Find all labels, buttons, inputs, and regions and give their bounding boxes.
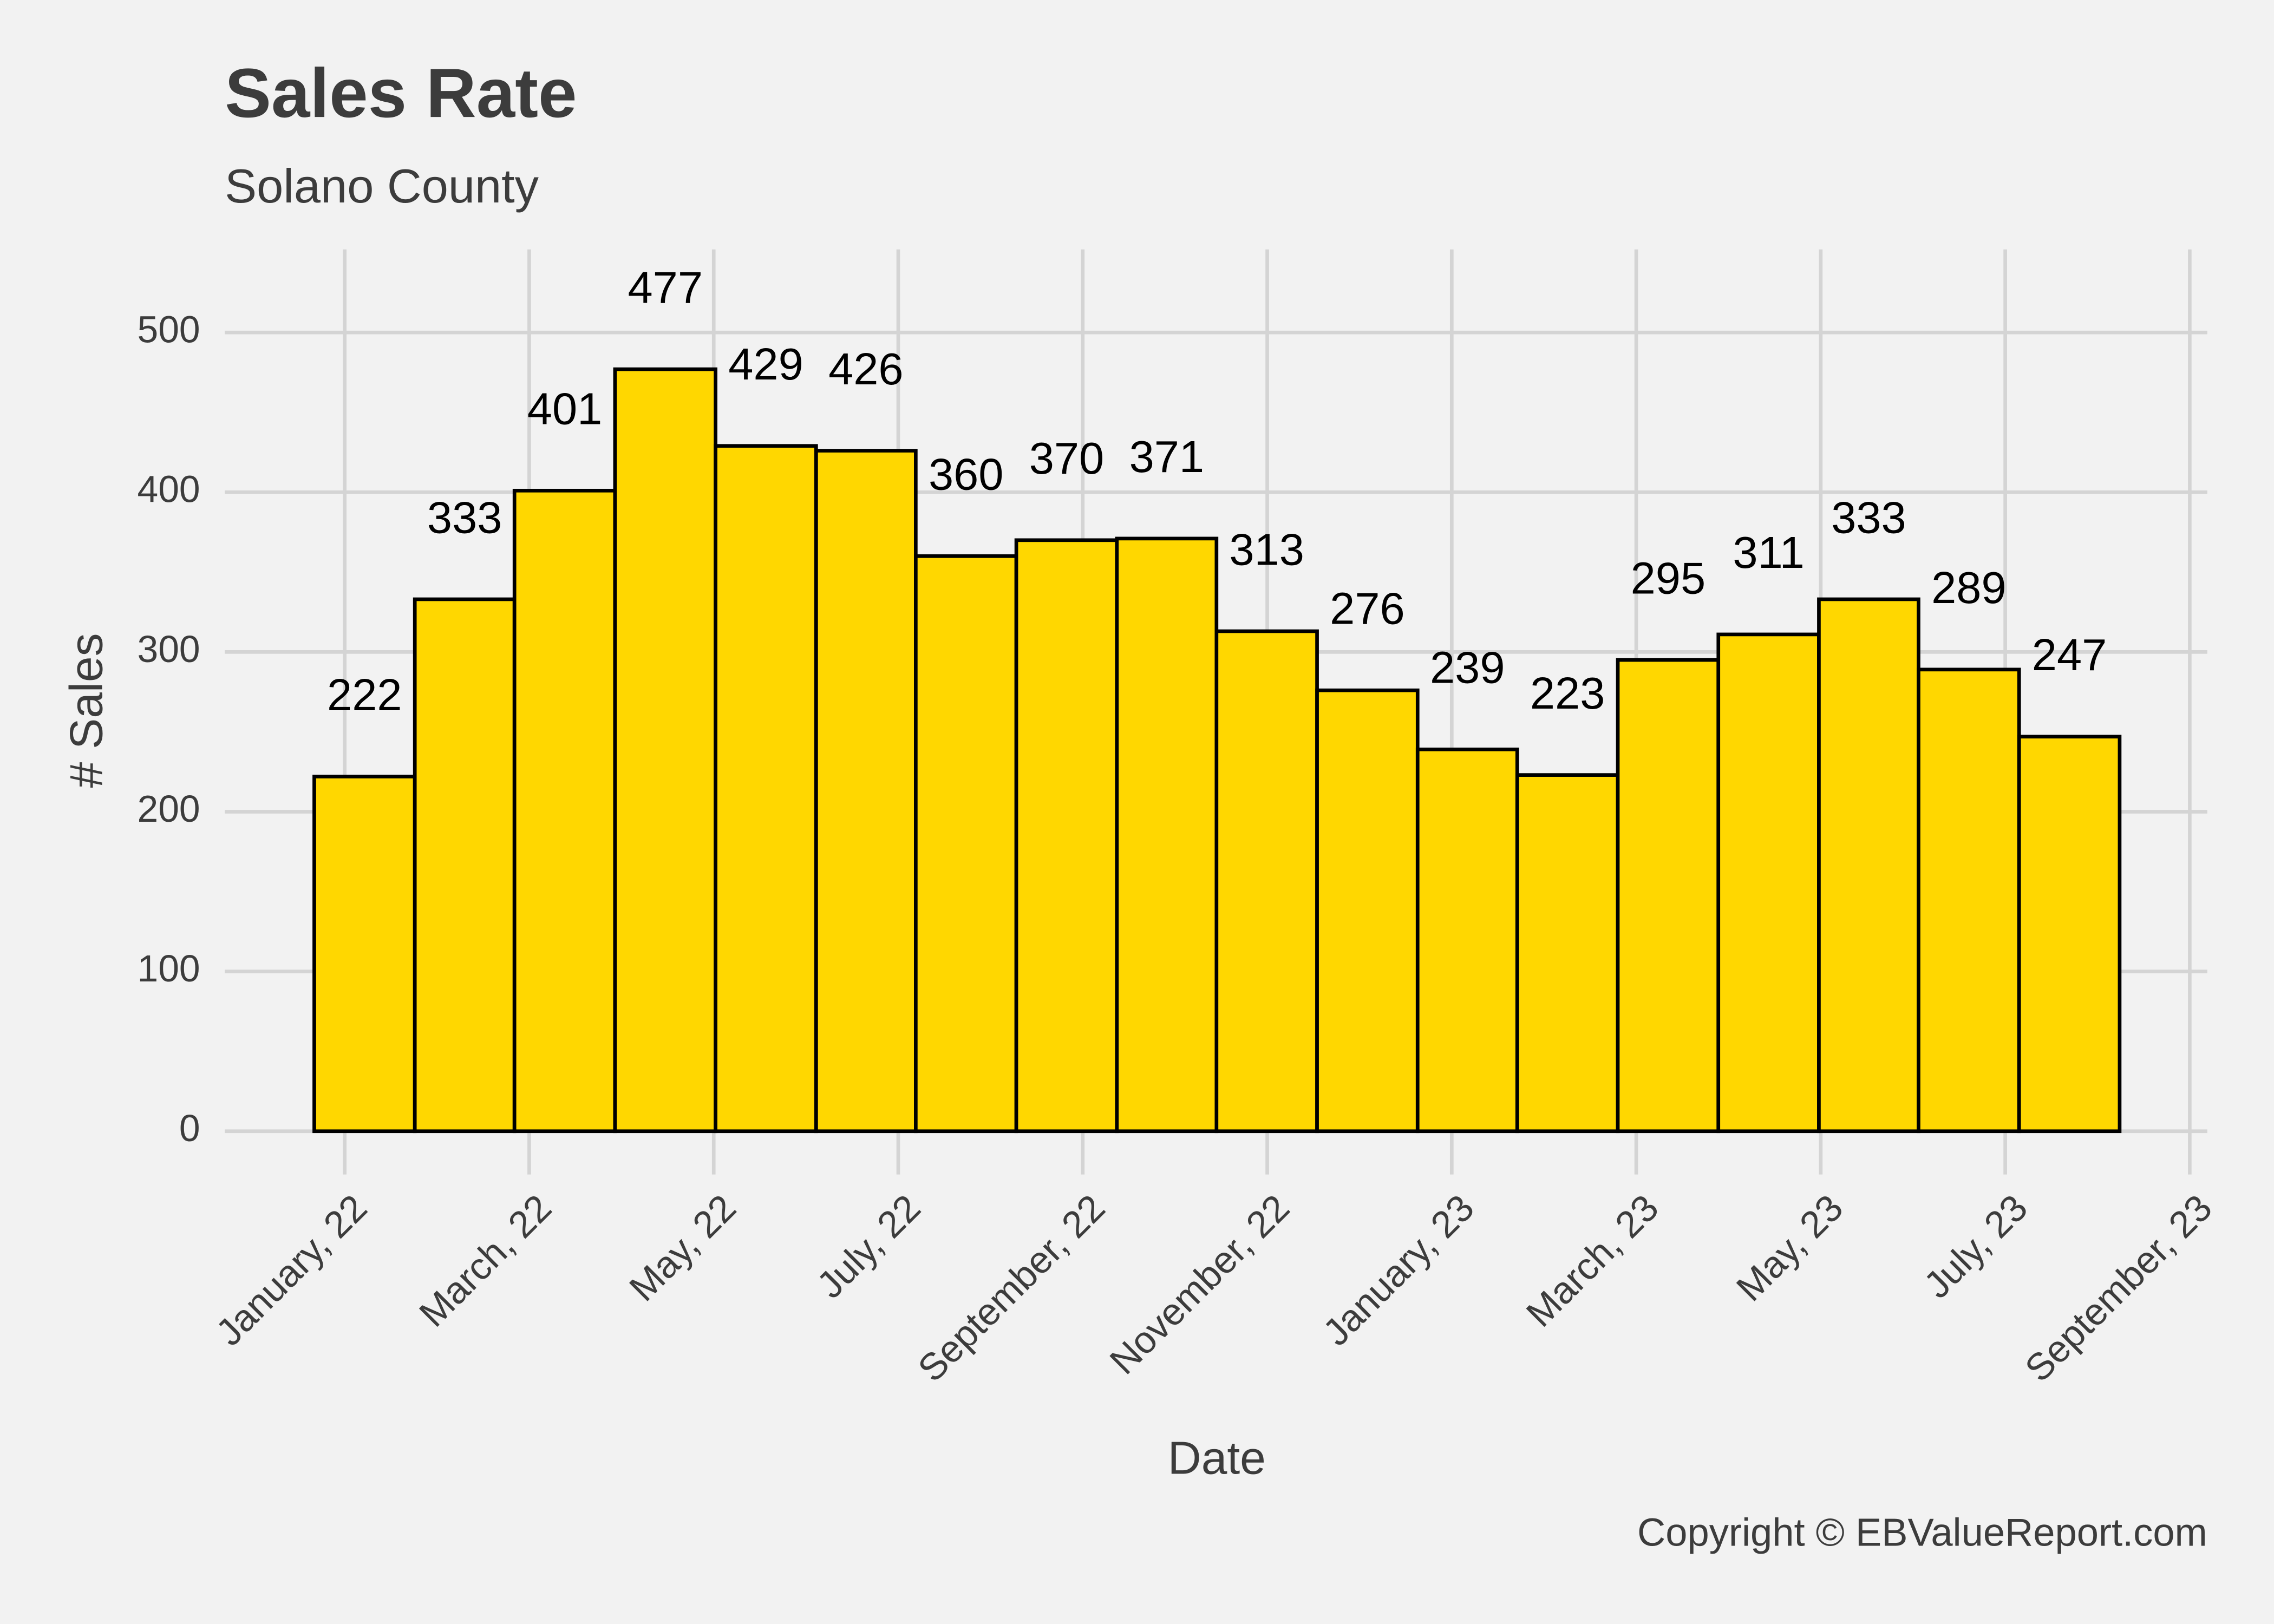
data-label: 360: [929, 449, 1004, 500]
y-tick-label: 500: [137, 309, 200, 351]
data-label: 370: [1029, 433, 1105, 483]
data-label: 477: [628, 262, 703, 312]
y-tick-label: 0: [179, 1107, 200, 1149]
data-label: 333: [427, 492, 502, 542]
data-label: 371: [1129, 431, 1205, 482]
data-label: 276: [1330, 584, 1405, 634]
chart-title: Sales Rate: [225, 55, 577, 132]
bar: [1917, 667, 2021, 1134]
data-label: 239: [1430, 643, 1505, 693]
bar: [413, 597, 517, 1134]
x-axis-label: Date: [1168, 1432, 1266, 1484]
bar: [1315, 688, 1420, 1134]
y-tick-label: 400: [137, 468, 200, 510]
bar: [1214, 629, 1319, 1134]
caption: Copyright © EBValueReport.com: [1637, 1511, 2207, 1555]
bar: [1616, 658, 1721, 1134]
bar: [312, 775, 417, 1134]
data-label: 313: [1229, 524, 1304, 574]
data-label: 311: [1733, 527, 1804, 578]
data-label: 223: [1530, 668, 1605, 718]
data-label: 401: [527, 384, 603, 434]
bar: [814, 449, 918, 1134]
bar: [613, 367, 717, 1134]
bar: [512, 488, 617, 1134]
y-axis-label: # Sales: [61, 633, 113, 788]
y-tick-label: 100: [137, 947, 200, 990]
data-label: 289: [1931, 562, 2007, 613]
bar: [1014, 538, 1119, 1134]
data-label: 247: [2032, 630, 2107, 680]
y-tick-label: 200: [137, 788, 200, 830]
data-label: 429: [728, 339, 803, 389]
data-label: 333: [1831, 492, 1906, 542]
bar: [1115, 536, 1219, 1134]
chart-subtitle: Solano County: [225, 159, 539, 213]
bar: [1716, 632, 1821, 1134]
data-label: 222: [327, 670, 402, 720]
bar: [2017, 735, 2122, 1134]
bar: [1515, 773, 1620, 1134]
data-label: 295: [1631, 553, 1706, 603]
bar: [1415, 748, 1519, 1134]
y-tick-label: 300: [137, 628, 200, 670]
bar: [714, 444, 818, 1134]
data-label: 426: [828, 344, 904, 394]
bar: [1817, 597, 1920, 1134]
bar: [914, 554, 1018, 1134]
